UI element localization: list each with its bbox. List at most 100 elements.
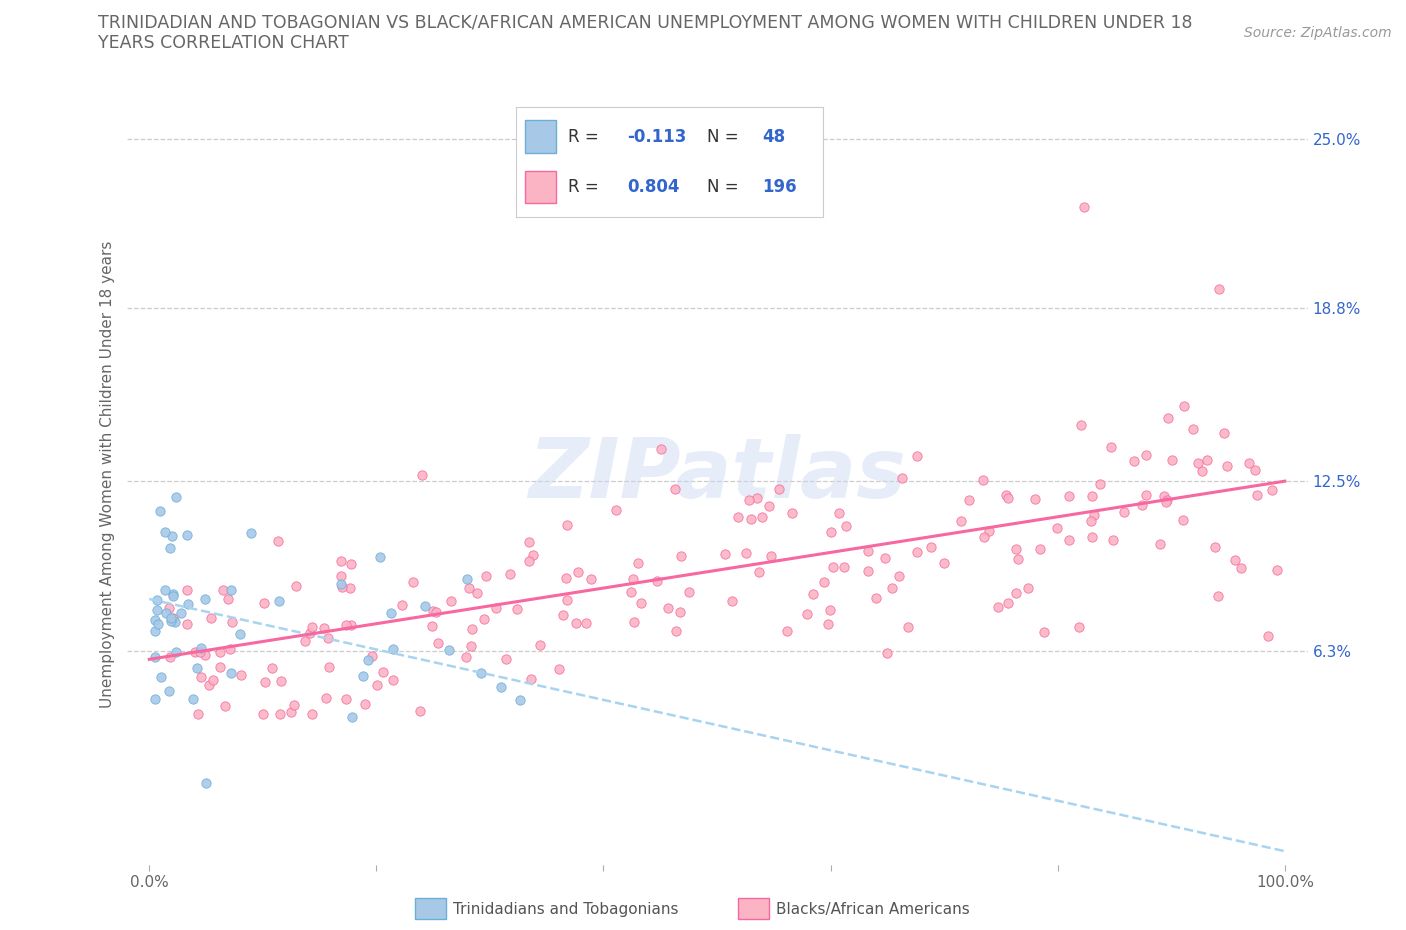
Point: [876, 645, 898, 660]
Point: [1024, 491, 1046, 506]
Point: [285, 578, 308, 593]
Point: [143, 692, 166, 707]
Point: [995, 488, 1018, 503]
Point: [522, 547, 544, 562]
Point: [828, 505, 851, 520]
Point: [190, 641, 212, 656]
Point: [162, 529, 184, 544]
Point: [517, 535, 540, 550]
Point: [796, 606, 818, 621]
Point: [758, 498, 780, 513]
Point: [143, 613, 166, 628]
Point: [298, 626, 321, 641]
Point: [1130, 498, 1153, 512]
Point: [269, 707, 291, 722]
Point: [368, 550, 391, 565]
Point: [1004, 541, 1026, 556]
Point: [1153, 489, 1175, 504]
Point: [1088, 477, 1111, 492]
Point: [315, 691, 337, 706]
Point: [1112, 504, 1135, 519]
Point: [159, 649, 181, 664]
Point: [987, 600, 1010, 615]
Point: [194, 648, 217, 663]
Point: [195, 776, 218, 790]
Point: [176, 617, 198, 631]
Point: [229, 626, 252, 641]
Point: [301, 619, 323, 634]
Point: [1261, 483, 1284, 498]
Point: [202, 672, 225, 687]
Point: [835, 518, 858, 533]
Point: [252, 707, 274, 722]
Point: [880, 580, 903, 595]
Point: [162, 587, 184, 602]
Point: [887, 568, 910, 583]
Point: [1257, 629, 1279, 644]
Point: [190, 670, 212, 684]
Point: [630, 596, 652, 611]
Point: [1156, 410, 1178, 425]
Point: [198, 677, 221, 692]
Point: [832, 560, 855, 575]
Point: [740, 512, 762, 526]
Point: [329, 568, 352, 583]
Point: [165, 644, 187, 659]
Point: [408, 703, 430, 718]
Point: [738, 493, 761, 508]
Point: [803, 587, 825, 602]
Point: [1187, 456, 1209, 471]
Point: [470, 666, 492, 681]
Point: [149, 670, 172, 684]
Point: [283, 698, 305, 712]
Point: [169, 605, 191, 620]
Point: [366, 678, 388, 693]
Point: [553, 607, 575, 622]
Point: [1135, 487, 1157, 502]
Point: [153, 525, 176, 539]
Point: [371, 664, 394, 679]
Point: [401, 574, 423, 589]
Point: [623, 615, 645, 630]
Point: [1208, 282, 1230, 297]
Point: [1005, 586, 1028, 601]
Point: [1101, 533, 1123, 548]
Point: [780, 505, 803, 520]
Point: [721, 593, 744, 608]
Point: [509, 693, 531, 708]
Point: [620, 585, 643, 600]
Point: [932, 555, 955, 570]
Point: [973, 529, 995, 544]
Point: [957, 492, 980, 507]
Point: [1045, 521, 1067, 536]
Point: [1123, 454, 1146, 469]
Point: [865, 591, 887, 605]
Point: [212, 582, 235, 597]
Point: [454, 649, 477, 664]
Point: [186, 661, 208, 676]
Point: [745, 491, 768, 506]
Point: [301, 707, 323, 722]
Point: [1057, 533, 1080, 548]
Point: [776, 624, 799, 639]
Point: [187, 707, 209, 722]
Point: [420, 618, 443, 633]
Point: [820, 525, 842, 539]
Point: [176, 582, 198, 597]
Point: [555, 592, 578, 607]
Point: [335, 618, 357, 632]
Text: TRINIDADIAN AND TOBAGONIAN VS BLACK/AFRICAN AMERICAN UNEMPLOYMENT AMONG WOMEN WI: TRINIDADIAN AND TOBAGONIAN VS BLACK/AFRI…: [98, 14, 1192, 32]
Point: [485, 601, 508, 616]
Point: [177, 597, 200, 612]
Point: [529, 637, 551, 652]
Point: [1171, 512, 1194, 527]
Point: [650, 442, 672, 457]
Point: [146, 603, 169, 618]
Point: [159, 540, 181, 555]
Point: [1197, 452, 1219, 467]
Point: [489, 679, 512, 694]
Point: [768, 481, 790, 496]
Point: [339, 618, 361, 632]
Point: [146, 592, 169, 607]
Point: [146, 617, 169, 631]
